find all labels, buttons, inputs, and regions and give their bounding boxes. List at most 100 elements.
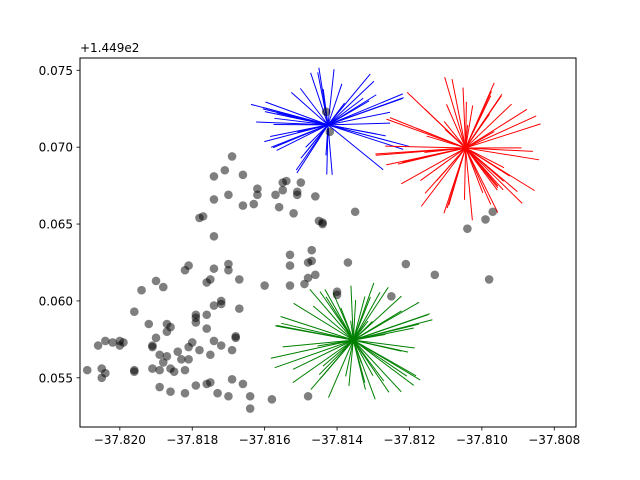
burst-line-1-49 [420,147,466,181]
data-point-54 [206,350,215,360]
burst-line-0-23 [274,117,329,126]
burst-line-2-30 [319,291,354,341]
data-point-13 [137,285,146,295]
data-point-18 [151,333,161,343]
burst-line-2-42 [353,339,408,377]
data-point-91 [282,176,291,186]
burst-line-1-1 [420,147,466,207]
burst-line-1-4 [465,105,474,149]
burst-line-1-44 [424,108,466,149]
burst-line-2-16 [282,339,354,348]
data-point-32 [173,347,183,356]
data-point-76 [234,275,244,284]
burst-line-1-30 [465,103,512,149]
burst-line-1-45 [421,147,466,158]
data-point-28 [166,387,175,396]
data-point-88 [274,202,284,212]
data-point-60 [209,232,219,241]
data-point-72 [227,375,237,384]
burst-line-0-45 [327,122,391,126]
burst-line-2-59 [352,287,389,341]
data-point-117 [401,259,411,269]
data-point-103 [307,256,317,266]
burst-line-2-53 [352,339,362,364]
data-point-59 [209,172,219,181]
data-point-122 [488,207,498,217]
data-point-5 [101,336,110,346]
burst-line-1-19 [462,87,467,148]
burst-line-2-57 [353,323,382,341]
x-tick-label: −37.814 [311,433,363,447]
data-point-111 [325,127,335,137]
burst-line-1-59 [375,147,466,155]
data-point-33 [177,355,186,364]
data-point-86 [267,395,277,404]
data-point-95 [289,208,298,218]
burst-line-0-41 [299,88,329,126]
burst-line-2-39 [309,288,354,341]
burst-line-1-27 [465,147,473,221]
y-tick-label: 0.060 [39,294,73,308]
burst-line-0-40 [297,124,329,133]
data-point-81 [245,391,255,401]
burst-line-2-8 [324,289,354,341]
burst-line-2-28 [352,339,374,376]
burst-line-1-41 [465,108,528,149]
data-point-67 [224,259,233,269]
data-point-121 [484,275,494,284]
data-points [82,107,498,413]
data-point-52 [206,275,215,284]
data-point-68 [224,265,233,275]
burst-line-1-12 [465,115,537,149]
data-point-43 [191,313,201,323]
burst-line-2-7 [332,292,354,341]
burst-line-0-26 [327,97,364,126]
data-point-40 [187,338,197,347]
burst-line-1-25 [448,147,467,206]
y-tick-label: 0.070 [39,141,73,155]
data-point-38 [184,261,193,270]
burst-line-1-40 [446,104,467,149]
data-point-120 [481,215,490,224]
data-point-80 [245,404,255,413]
data-point-12 [130,307,139,316]
burst-line-2-20 [352,339,402,393]
burst-line-1-31 [465,147,505,169]
data-point-24 [158,282,168,292]
data-point-56 [209,301,219,310]
data-point-35 [180,365,190,375]
burst-line-2-17 [353,339,415,349]
data-point-85 [260,281,269,290]
data-point-45 [195,345,204,355]
burst-line-0-6 [305,124,329,148]
burst-line-2-24 [352,339,390,393]
burst-line-0-33 [264,111,329,126]
x-tick-label: −37.812 [383,433,435,447]
data-point-44 [191,381,201,390]
data-point-15 [148,364,157,373]
data-point-31 [169,367,179,376]
data-point-55 [209,336,219,346]
data-point-4 [101,368,110,378]
burst-line-2-21 [352,296,366,341]
burst-line-1-35 [465,147,511,177]
data-point-66 [224,190,233,200]
burst-line-0-38 [327,124,404,150]
burst-line-2-54 [353,339,409,353]
burst-line-2-49 [322,339,354,367]
burst-line-2-34 [345,340,354,377]
x-tick-label: −37.816 [239,433,291,447]
data-point-87 [271,190,280,200]
burst-line-1-34 [385,145,466,149]
burst-line-2-19 [312,305,354,341]
data-point-58 [209,195,219,204]
burst-line-0-42 [327,83,343,126]
x-tick-label: −37.820 [94,433,146,447]
burst-line-0-46 [270,124,329,148]
burst-line-1-20 [400,147,466,185]
burst-line-0-5 [310,72,329,126]
data-point-98 [296,178,306,187]
data-point-118 [430,270,440,280]
